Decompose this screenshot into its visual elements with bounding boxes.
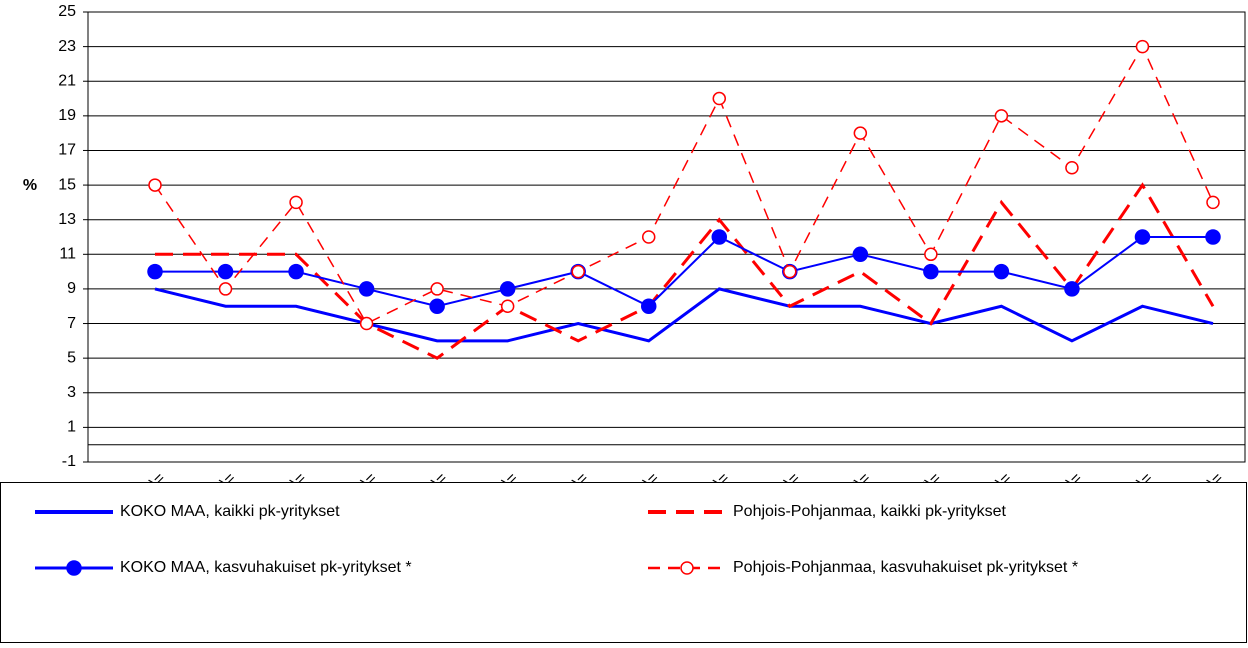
series-marker — [852, 246, 869, 263]
y-tick-label: 21 — [58, 72, 76, 89]
series-marker — [429, 298, 445, 314]
y-tick-label: 25 — [58, 3, 76, 20]
series-marker — [1065, 161, 1079, 175]
y-tick-label: 19 — [58, 107, 76, 124]
legend-label: Pohjois-Pohjanmaa, kasvuhakuiset pk-yrit… — [733, 559, 1078, 576]
legend-marker — [66, 560, 82, 576]
y-tick-label: 1 — [67, 419, 76, 436]
series-marker — [994, 109, 1009, 123]
legend-label: KOKO MAA, kasvuhakuiset pk-yritykset * — [120, 559, 412, 576]
series-marker — [358, 281, 375, 297]
legend-marker — [680, 561, 694, 575]
series-marker — [783, 264, 797, 279]
series-marker — [218, 282, 233, 296]
y-axis-label: % — [23, 177, 37, 194]
y-tick-label: 3 — [67, 384, 76, 401]
series-marker — [1134, 229, 1151, 245]
series-line — [154, 44, 1214, 325]
series-marker — [1205, 229, 1221, 245]
y-tick-label: 7 — [67, 315, 76, 332]
legend-box — [0, 482, 1247, 643]
legend-label: Pohjois-Pohjanmaa, kaikki pk-yritykset — [733, 503, 1007, 520]
y-tick-label: 23 — [58, 38, 76, 55]
series-marker — [289, 195, 303, 210]
series-marker — [147, 263, 163, 280]
series-marker — [430, 282, 444, 296]
y-tick-label: 13 — [58, 211, 76, 228]
series-marker — [1206, 195, 1220, 210]
series-marker — [993, 263, 1010, 280]
series-marker — [571, 264, 585, 279]
series-marker — [1135, 39, 1150, 54]
series-marker — [640, 298, 657, 314]
y-tick-label: -1 — [62, 453, 76, 470]
series-marker — [641, 230, 656, 244]
series-line — [154, 287, 1214, 343]
series-marker — [853, 126, 868, 140]
legend-label: KOKO MAA, kaikki pk-yritykset — [120, 503, 340, 520]
y-tick-label: 11 — [59, 246, 76, 263]
series-marker — [499, 281, 516, 297]
plot-border — [87, 11, 1246, 463]
y-tick-label: 9 — [67, 280, 76, 297]
y-tick-label: 15 — [58, 176, 76, 193]
series-marker — [288, 263, 304, 280]
series-marker — [1064, 281, 1080, 297]
series-marker — [924, 247, 938, 262]
series-marker — [923, 263, 939, 280]
series-line — [155, 235, 1213, 308]
series-line — [155, 182, 1215, 360]
y-tick-label: 5 — [67, 349, 76, 366]
y-tick-label: 17 — [58, 142, 76, 159]
series-marker — [217, 263, 234, 280]
series-marker — [500, 299, 515, 313]
series-marker — [711, 229, 728, 245]
series-marker — [712, 91, 727, 106]
series-marker — [148, 178, 162, 192]
series-marker — [359, 316, 374, 331]
